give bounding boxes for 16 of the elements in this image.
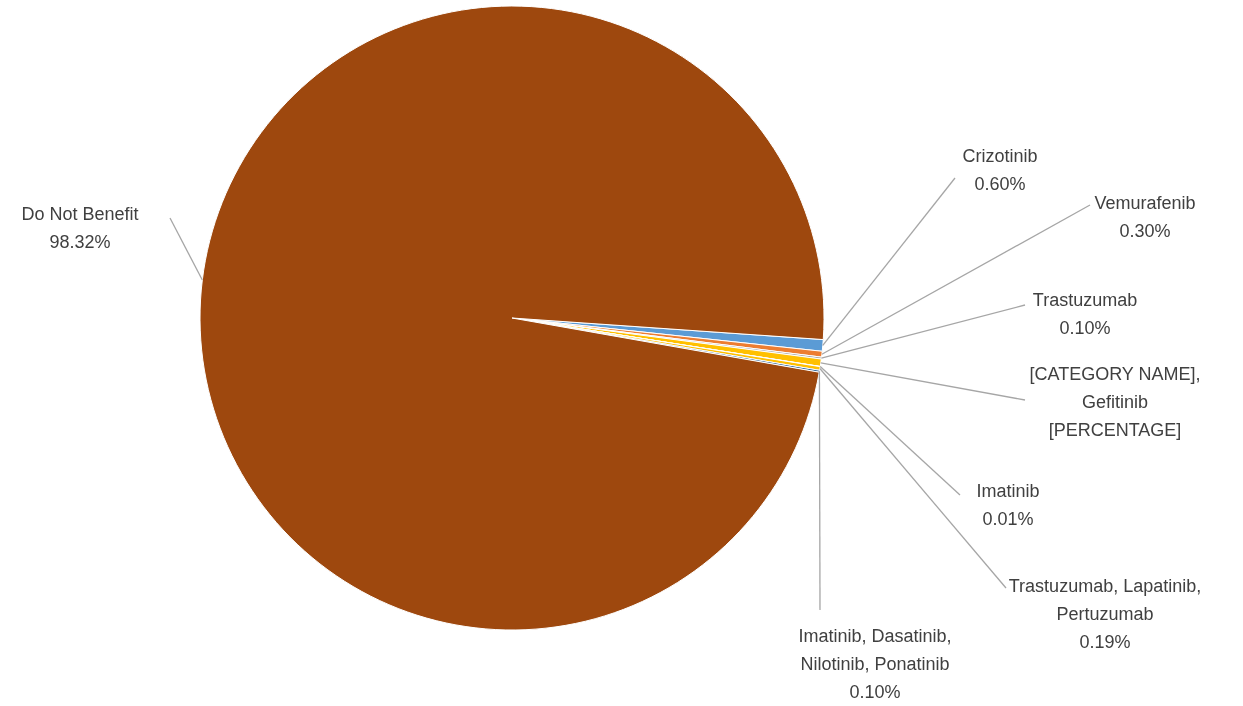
data-label: [PERCENTAGE] xyxy=(1048,420,1182,440)
data-label: 0.01% xyxy=(982,509,1034,529)
slice-label: [CATEGORY NAME], Gefitinib xyxy=(1029,364,1201,412)
data-label: 98.32% xyxy=(49,232,111,252)
data-label: 0.60% xyxy=(974,174,1026,194)
slice-label: Trastuzumab, Lapatinib, Pertuzumab xyxy=(1008,576,1202,624)
slice-label: Trastuzumab xyxy=(1032,290,1138,310)
data-label: 0.19% xyxy=(1079,632,1131,652)
slice-label: Imatinib, Dasatinib, Nilotinib, Ponatinib xyxy=(798,626,952,674)
data-label: 0.10% xyxy=(849,682,901,702)
data-label: 0.10% xyxy=(1059,318,1111,338)
slice-label: Do Not Benefit xyxy=(21,204,139,224)
slice-label: Imatinib xyxy=(976,481,1040,501)
slice-label: Vemurafenib xyxy=(1094,193,1196,213)
slice-label: Crizotinib xyxy=(962,146,1038,166)
data-label: 0.30% xyxy=(1119,221,1171,241)
